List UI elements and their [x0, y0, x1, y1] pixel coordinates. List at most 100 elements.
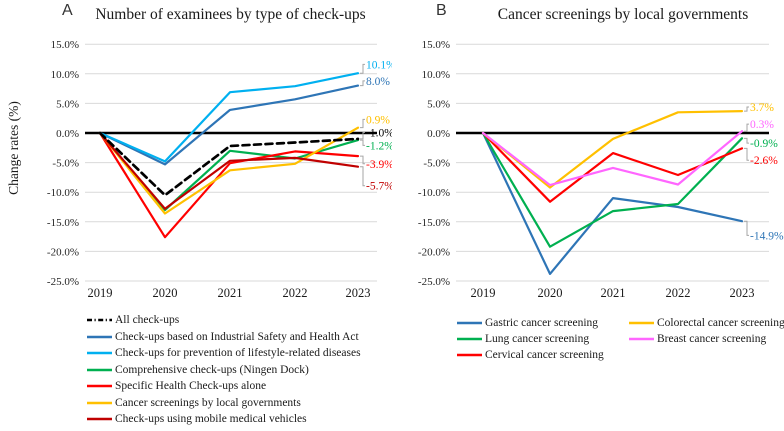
legend-item: Specific Health Check-ups alone — [86, 378, 361, 395]
legend-label: Comprehensive check-ups (Ningen Dock) — [115, 363, 309, 376]
y-tick-label: -15.0% — [47, 217, 79, 229]
series-end-label: -5.7% — [366, 181, 392, 193]
legend-item: Check-ups for prevention of lifestyle-re… — [86, 345, 361, 362]
label-leader-line — [744, 137, 749, 144]
series-line — [98, 126, 360, 215]
x-tick-label: 2023 — [346, 286, 371, 300]
legend-item: Lung cancer screening — [456, 331, 606, 347]
legend-item: All check-ups — [86, 312, 361, 329]
legend-item: Colorectal cancer screening — [628, 315, 784, 331]
legend-item: Cancer screenings by local governments — [86, 395, 361, 412]
y-tick-label: -10.0% — [47, 187, 79, 199]
y-tick-label: -20.0% — [418, 246, 450, 258]
panel-b: B Cancer screenings by local governments… — [392, 0, 784, 431]
y-tick-label: 10.0% — [422, 69, 450, 81]
panel-a: A Number of examinees by type of check-u… — [6, 2, 392, 428]
legend-label: Cervical cancer screening — [485, 348, 604, 361]
legend-label: Specific Health Check-ups alone — [115, 380, 267, 392]
legend-swatch-line — [457, 321, 482, 325]
y-tick-label: -10.0% — [418, 187, 450, 199]
panel-a-legend: All check-ups Check-ups based on Industri… — [86, 312, 361, 428]
label-leader-line — [360, 131, 365, 140]
series-line — [98, 131, 360, 197]
series-end-label: 10.1% — [366, 59, 392, 71]
label-leader-line — [360, 63, 365, 74]
legend-label: Lung cancer screening — [485, 332, 590, 345]
label-leader-line — [744, 220, 749, 236]
legend-item: Breast cancer screening — [628, 331, 784, 347]
series-line — [481, 109, 744, 189]
legend-item: Check-ups using mobile medical vehicles — [86, 411, 361, 428]
x-tick-label: 2022 — [283, 286, 308, 300]
panel-b-legend: Gastric cancer screening Lung cancer scre… — [456, 315, 784, 363]
legend-label: Colorectal cancer screening — [657, 316, 784, 329]
y-tick-label: 0.0% — [56, 128, 79, 140]
y-tick-label: 0.0% — [427, 128, 450, 140]
panel-b-title: Cancer screenings by local governments — [497, 6, 749, 23]
series-line — [98, 72, 360, 163]
label-leader-line — [744, 123, 749, 132]
panel-b-letter: B — [436, 2, 447, 19]
panel-a-chart: 15.0% 10.0% 5.0% 0.0% -5.0% -10.0% -15.0% -20.0… — [47, 39, 392, 300]
panel-b-chart: 15.0% 10.0% 5.0% 0.0% -5.0% -10.0% -15.0% -20.0… — [418, 39, 784, 300]
y-tick-label: 5.0% — [427, 98, 450, 110]
legend-swatch-line — [87, 401, 112, 405]
series-line — [481, 130, 744, 187]
legend-swatch-line — [87, 417, 112, 421]
legend-swatch-line — [457, 353, 482, 357]
label-leader-line — [360, 139, 365, 146]
series-end-label: -14.9% — [750, 230, 784, 242]
series-line — [98, 131, 360, 210]
panel-a-title: Number of examinees by type of check-ups — [95, 6, 366, 23]
series-end-label: 0.3% — [750, 119, 774, 131]
label-leader-line — [360, 166, 365, 187]
series-end-label: 3.7% — [750, 102, 774, 114]
legend-item: Gastric cancer screening — [456, 315, 606, 331]
y-tick-label: -15.0% — [418, 217, 450, 229]
legend-item: Cervical cancer screening — [456, 347, 606, 363]
x-tick-label: 2023 — [730, 286, 755, 300]
series-end-label: -2.6% — [750, 155, 778, 167]
series-end-label: -1.2% — [366, 140, 392, 152]
series-end-label: -3.9% — [366, 159, 392, 171]
x-tick-label: 2022 — [666, 286, 691, 300]
series-end-label: -1.0% — [366, 127, 392, 139]
series-end-label: -0.9% — [750, 138, 778, 150]
x-tick-label: 2021 — [601, 286, 626, 300]
y-tick-label: -25.0% — [418, 276, 450, 288]
legend-label: Check-ups based on Industrial Safety and… — [115, 330, 359, 343]
legend-item: Comprehensive check-ups (Ningen Dock) — [86, 362, 361, 379]
label-leader-line — [744, 106, 749, 112]
y-tick-label: -5.0% — [52, 158, 79, 170]
y-tick-label: 5.0% — [56, 98, 79, 110]
legend-swatch-line — [87, 318, 112, 322]
legend-label: Check-ups using mobile medical vehicles — [115, 413, 307, 425]
label-leader-line — [360, 80, 365, 87]
legend-label: Cancer screenings by local governments — [115, 396, 301, 409]
label-leader-line — [360, 118, 365, 129]
legend-item: Check-ups based on Industrial Safety and… — [86, 329, 361, 346]
panel-a-letter: A — [62, 2, 73, 19]
y-tick-label: -5.0% — [423, 158, 450, 170]
y-tick-label: -20.0% — [47, 246, 79, 258]
legend-label: All check-ups — [115, 314, 180, 326]
legend-swatch-line — [457, 337, 482, 341]
y-tick-label: 10.0% — [51, 69, 79, 81]
y-tick-label: -25.0% — [47, 276, 79, 288]
series-end-label: 8.0% — [366, 76, 390, 88]
series-line — [481, 131, 744, 248]
x-tick-label: 2019 — [88, 286, 113, 300]
x-tick-label: 2020 — [153, 286, 178, 300]
legend-label: Gastric cancer screening — [485, 316, 599, 329]
legend-swatch-line — [87, 335, 112, 339]
series-line — [98, 84, 360, 166]
series-end-label: 0.9% — [366, 114, 390, 126]
legend-swatch-line — [629, 337, 654, 341]
series-line — [481, 131, 744, 275]
y-tick-label: 15.0% — [422, 39, 450, 51]
legend-swatch-line — [629, 321, 654, 325]
legend-swatch-line — [87, 351, 112, 355]
y-tick-label: 15.0% — [51, 39, 79, 51]
legend-swatch-line — [87, 384, 112, 388]
